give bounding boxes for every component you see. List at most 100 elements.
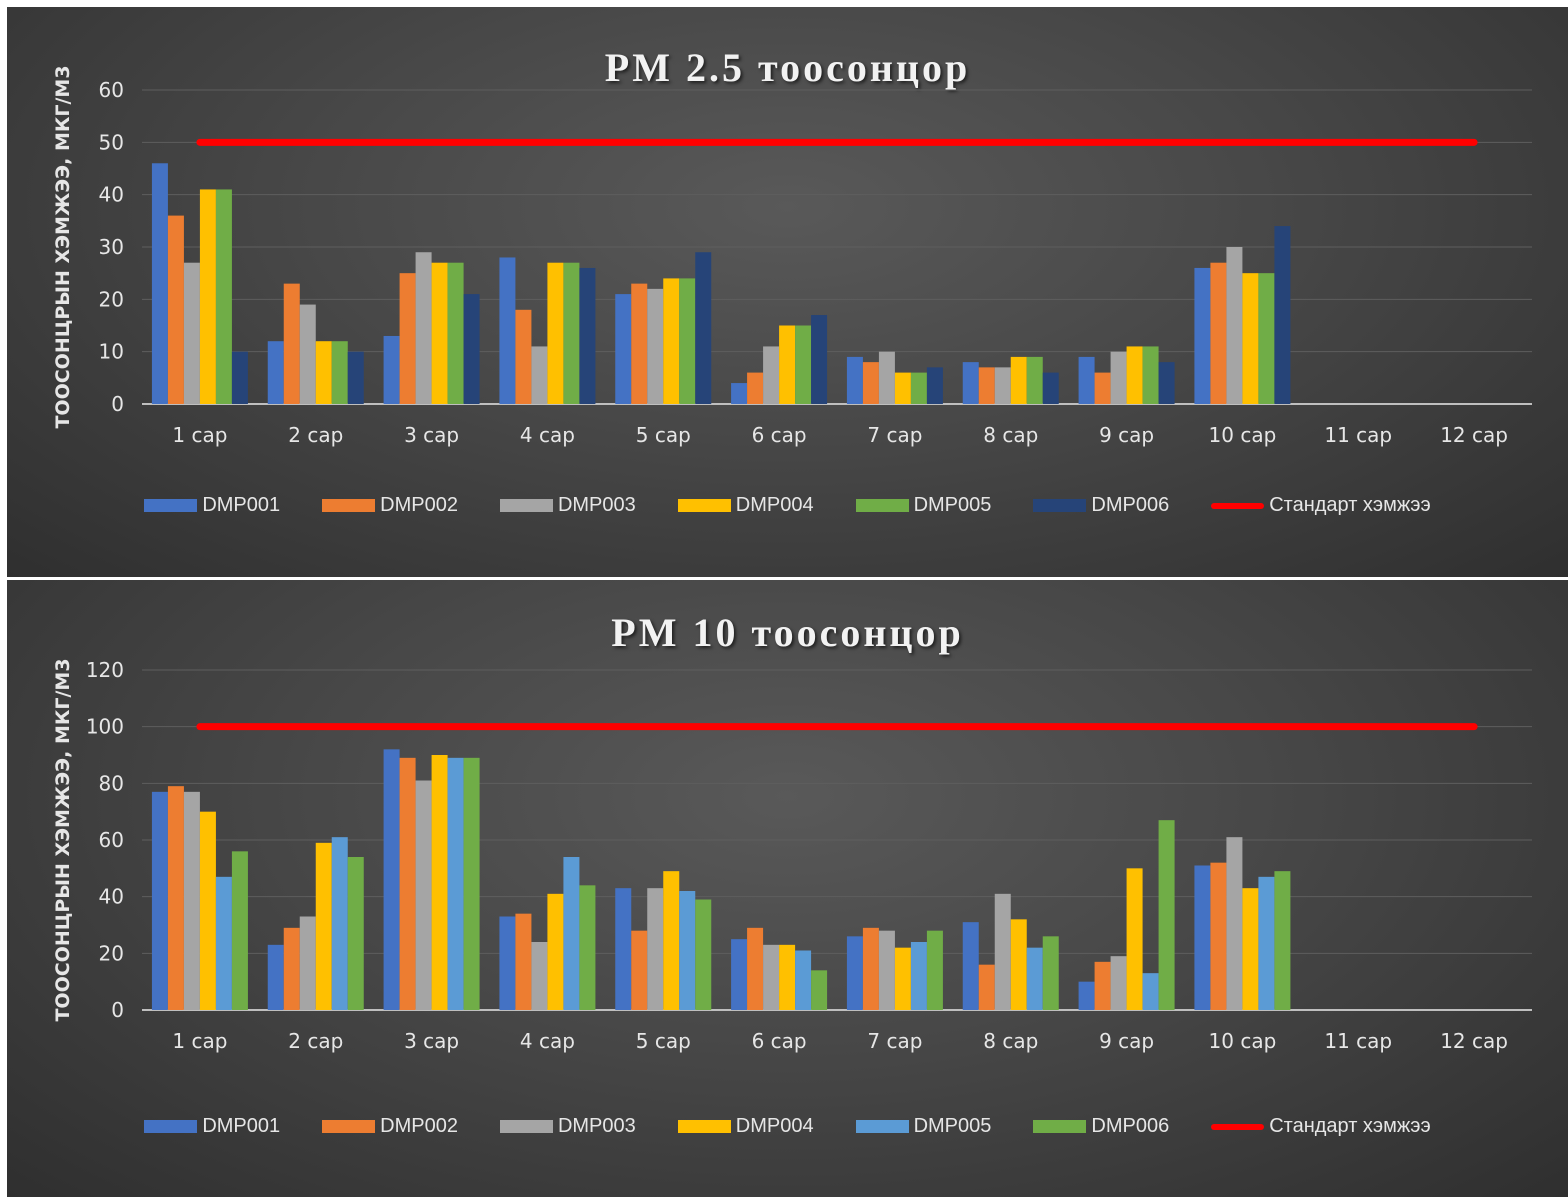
pm25-bar-dmp005-2: [331, 341, 348, 404]
pm25-bar-dmp001-1: [151, 163, 168, 404]
pm10-bar-dmp006-5: [695, 899, 712, 1010]
pm10-bar-dmp002-2: [283, 927, 300, 1010]
pm10-bar-dmp002-6: [747, 927, 764, 1010]
pm25-x-category-label: 9 сар: [1099, 423, 1154, 447]
pm25-y-axis-title: ТООСОНЦРЫН ХЭМЖЭЭ, МКГ/М3: [52, 65, 74, 428]
pm10-x-category-label: 12 сар: [1440, 1029, 1508, 1053]
pm25-bar-dmp001-7: [846, 356, 863, 404]
pm10-bar-dmp003-6: [763, 944, 780, 1010]
pm25-y-tick-label: 50: [99, 130, 124, 154]
pm10-bar-dmp005-6: [795, 950, 812, 1010]
pm25-bar-dmp004-10: [1242, 273, 1259, 404]
pm10-bar-dmp004-1: [199, 811, 216, 1010]
pm25-chart-title: PM 2.5 тоосонцор: [604, 45, 971, 90]
pm10-x-category-label: 8 сар: [983, 1029, 1038, 1053]
legend-label: DMP005: [913, 1115, 992, 1137]
pm25-bar-dmp003-9: [1110, 351, 1127, 404]
pm25-bar-dmp001-6: [731, 383, 748, 404]
legend-swatch: [1033, 499, 1087, 512]
legend-label: DMP002: [380, 1115, 458, 1137]
pm25-x-category-label: 4 сар: [520, 423, 575, 447]
legend-label: DMP002: [380, 494, 458, 516]
pm10-bar-dmp004-3: [431, 755, 448, 1010]
pm10-bar-dmp003-4: [531, 942, 548, 1010]
pm10-bar-dmp003-9: [1110, 956, 1127, 1010]
legend-swatch: [144, 1120, 198, 1133]
pm25-y-tick-label: 60: [99, 78, 124, 102]
pm10-bar-dmp001-2: [267, 944, 284, 1010]
pm25-x-category-label: 10 сар: [1209, 423, 1277, 447]
pm25-bar-dmp004-4: [547, 262, 564, 404]
legend-swatch: [499, 499, 553, 512]
pm10-y-tick-label: 80: [99, 771, 124, 795]
pm25-legend-item-dmp003: DMP003: [499, 494, 636, 517]
pm25-bar-dmp003-3: [415, 252, 432, 404]
legend-swatch: [144, 499, 198, 512]
pm10-x-category-label: 2 сар: [288, 1029, 343, 1053]
pm25-bar-dmp003-4: [531, 346, 548, 404]
pm10-legend-item-dmp003: DMP003: [499, 1115, 636, 1138]
pm10-y-tick-label: 40: [99, 885, 124, 909]
pm10-bar-dmp002-4: [515, 913, 532, 1010]
pm10-bar-dmp005-2: [331, 837, 348, 1010]
pm25-y-tick-label: 40: [99, 183, 124, 207]
pm25-bar-dmp004-2: [315, 341, 332, 404]
pm25-bar-dmp002-10: [1210, 262, 1227, 404]
legend-label: Стандарт хэмжээ: [1269, 494, 1431, 516]
pm25-bar-dmp006-10: [1274, 226, 1291, 404]
pm10-bar-dmp001-4: [499, 916, 516, 1010]
pm10-bar-dmp003-5: [647, 888, 664, 1010]
legend-swatch: [322, 499, 376, 512]
pm25-bar-dmp005-10: [1258, 273, 1275, 404]
pm25-legend-item-dmp006: DMP006: [1033, 494, 1169, 517]
pm10-x-category-label: 5 сар: [636, 1029, 691, 1053]
legend-label: Стандарт хэмжээ: [1269, 1115, 1431, 1137]
pm25-bar-dmp003-1: [183, 262, 200, 404]
pm25-bar-dmp005-8: [1026, 356, 1043, 404]
legend-label: DMP003: [557, 494, 636, 516]
legend-swatch: [1211, 502, 1265, 509]
pm10-bar-dmp006-8: [1042, 936, 1059, 1010]
pm25-bar-dmp004-9: [1126, 346, 1143, 404]
pm10-legend-item-dmp001: DMP001: [144, 1115, 280, 1138]
pm25-y-tick-label: 30: [99, 235, 124, 259]
pm25-x-category-label: 6 сар: [752, 423, 807, 447]
pm10-y-tick-label: 20: [99, 941, 124, 965]
pm25-bar-dmp006-9: [1158, 362, 1175, 404]
legend-swatch: [499, 1120, 553, 1133]
pm25-legend: DMP001 DMP002 DMP003 DMP004 DMP005 DMP006 Стан…: [7, 494, 1568, 517]
pm25-bar-dmp002-8: [978, 367, 995, 404]
pm25-x-category-label: 8 сар: [983, 423, 1038, 447]
pm10-chart-title: PM 10 тоосонцор: [611, 610, 964, 655]
pm25-bar-dmp005-5: [679, 278, 696, 404]
pm10-bar-dmp005-10: [1258, 876, 1275, 1010]
pm10-bar-dmp006-7: [926, 930, 943, 1010]
pm25-x-category-label: 11 сар: [1324, 423, 1392, 447]
legend-label: DMP006: [1091, 1115, 1170, 1137]
pm25-bar-dmp001-2: [267, 341, 284, 404]
pm10-bar-dmp002-8: [978, 964, 995, 1010]
pm25-bar-dmp003-6: [763, 346, 780, 404]
pm10-y-axis-title: ТООСОНЦРЫН ХЭМЖЭЭ, МКГ/М3: [52, 658, 74, 1021]
pm10-bar-dmp001-5: [615, 888, 632, 1010]
legend-swatch: [1033, 1120, 1087, 1133]
pm10-bar-dmp004-4: [547, 893, 564, 1010]
pm25-bar-dmp003-7: [878, 351, 895, 404]
pm25-bar-dmp002-2: [283, 283, 300, 404]
pm25-bar-dmp003-5: [647, 288, 664, 404]
pm10-x-category-label: 10 сар: [1209, 1029, 1277, 1053]
pm25-bar-dmp005-9: [1142, 346, 1159, 404]
pm10-bar-dmp005-4: [563, 857, 580, 1010]
pm10-x-category-label: 9 сар: [1099, 1029, 1154, 1053]
pm10-bar-dmp005-1: [215, 876, 232, 1010]
pm10-bar-dmp004-9: [1126, 868, 1143, 1010]
pm10-bar-dmp002-10: [1210, 862, 1227, 1010]
legend-label: DMP004: [735, 494, 814, 516]
pm10-plot-area: 0 20 40 60 80 100 120 ТООСОНЦРЫН ХЭМЖЭЭ, МКГ/М3…: [52, 658, 1532, 1053]
pm25-bar-dmp005-4: [563, 262, 580, 404]
pm10-bar-dmp005-7: [910, 942, 927, 1010]
pm10-x-category-label: 4 сар: [520, 1029, 575, 1053]
pm10-bar-dmp001-6: [731, 939, 748, 1010]
pm10-bar-dmp006-6: [811, 970, 828, 1010]
pm25-bar-dmp005-7: [910, 372, 927, 404]
